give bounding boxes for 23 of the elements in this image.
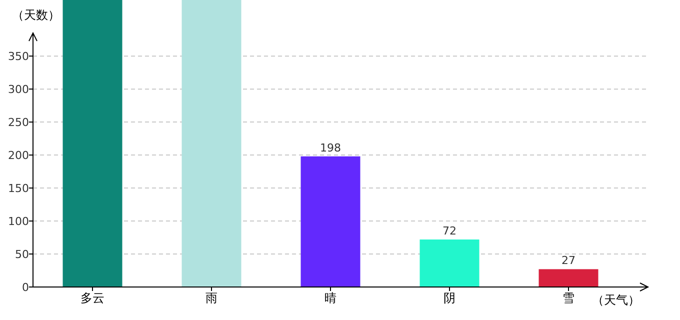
y-tick-label: 150 xyxy=(8,182,29,196)
y-tick-label: 0 xyxy=(22,281,29,294)
y-tick-label: 300 xyxy=(8,83,29,96)
x-axis-title: （天气） xyxy=(592,293,640,307)
data-label: 27 xyxy=(562,254,576,268)
y-tick-label: 350 xyxy=(8,50,29,64)
data-label: 198 xyxy=(320,141,341,154)
bar xyxy=(182,0,242,287)
x-tick-label: 雨 xyxy=(206,291,218,305)
x-tick-label: 晴 xyxy=(324,291,336,305)
x-tick-label: 雪 xyxy=(562,291,574,305)
x-tick-label: 阴 xyxy=(444,291,456,305)
y-tick-label: 100 xyxy=(8,215,29,228)
y-tick-label: 50 xyxy=(15,248,29,262)
bar xyxy=(420,239,480,287)
bar xyxy=(300,156,360,287)
x-tick-label: 多云 xyxy=(80,291,104,305)
y-axis-title: （天数） xyxy=(12,8,60,22)
y-tick-label: 200 xyxy=(8,149,29,162)
bar xyxy=(62,0,122,287)
data-label: 72 xyxy=(442,224,456,238)
y-tick-label: 250 xyxy=(8,116,29,130)
bar xyxy=(538,269,598,287)
